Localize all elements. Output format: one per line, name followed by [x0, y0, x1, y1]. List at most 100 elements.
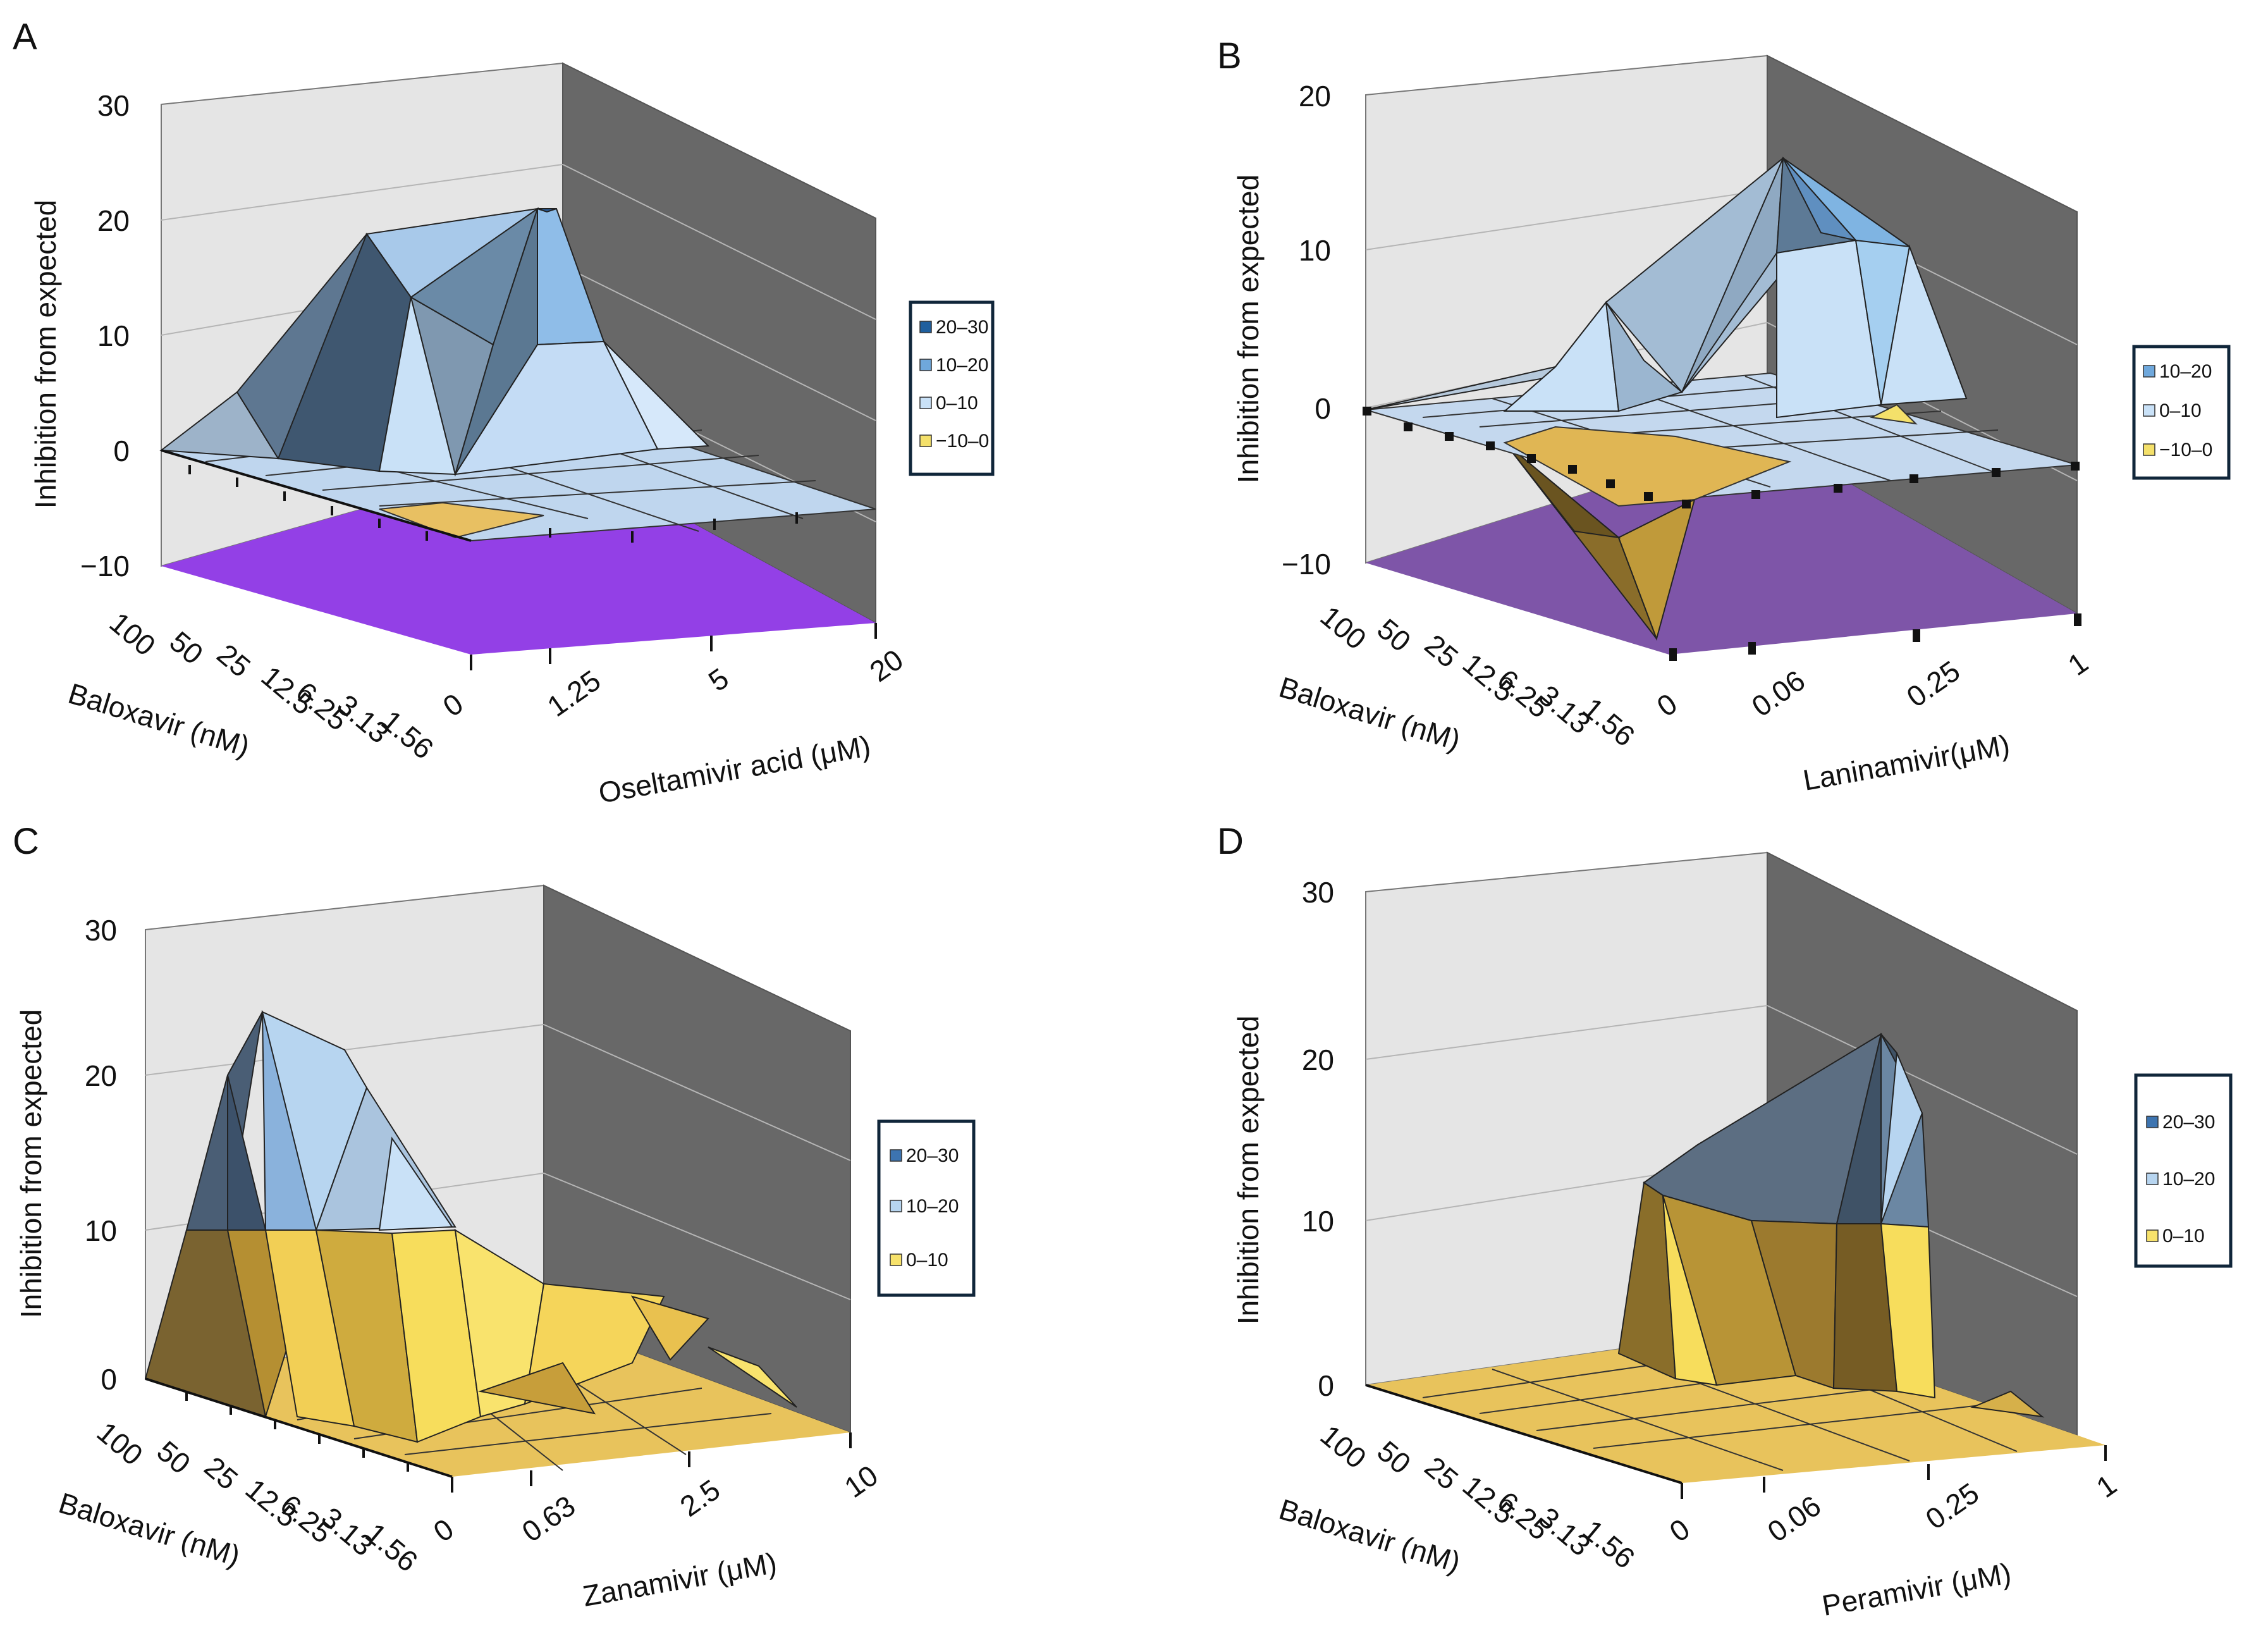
panel-b-legend-swatch: [2143, 404, 2155, 417]
panel-a-xtick: 1.56: [376, 704, 440, 765]
panel-a-legend-label: 20–30: [936, 317, 988, 338]
panel-d-xlabel: Baloxavir (nM): [1275, 1493, 1464, 1579]
panel-c-peaks: [144, 1009, 797, 1443]
panel-d-xtick: 100: [1315, 1419, 1373, 1475]
panel-b-xtick: 50: [1371, 612, 1418, 658]
panel-d-xtick: 50: [1371, 1434, 1418, 1481]
panel-a-ticks: [161, 449, 877, 670]
panel-a-legend-label: −10–0: [936, 431, 989, 452]
panel-d-ztick: 20: [1302, 1044, 1334, 1076]
panel-a-xtick: 100: [104, 606, 162, 662]
panel-b-xtick: 25: [1419, 628, 1465, 674]
panel-c-ytick: 0: [427, 1512, 460, 1548]
panel-label-a: A: [13, 16, 37, 58]
panel-b-legend: 10–20 0–10 −10–0: [2132, 345, 2231, 480]
panel-c-ztick: 0: [101, 1363, 117, 1396]
panel-d-ztick: 10: [1302, 1205, 1334, 1238]
panel-c-xlabel: Baloxavir (nM): [55, 1486, 244, 1572]
panel-c-ylabel: Zanamivir (μM): [580, 1546, 779, 1613]
panel-b-ticks: [1363, 407, 2081, 661]
panel-c-ztick: 20: [85, 1059, 117, 1092]
panel-b-legend-label: 0–10: [2159, 400, 2202, 421]
panel-a-xlabel: Baloxavir (nM): [64, 677, 254, 763]
panel-c-ytick: 0.63: [516, 1489, 581, 1548]
panel-a-xtick: 50: [164, 625, 210, 671]
panel-a-ytick: 20: [864, 643, 909, 688]
panel-d-xtick: 25: [1419, 1450, 1465, 1496]
panel-c-legend-swatch: [890, 1253, 902, 1266]
panel-d-zlabel: Inhibition from expected: [1232, 1016, 1265, 1324]
panel-a-peaks: [159, 207, 710, 477]
panel-c-ytick: 2.5: [674, 1473, 726, 1523]
panel-a-legend-swatch: [919, 434, 932, 447]
panel-a-legend-swatch: [919, 359, 932, 371]
panel-d-legend-swatch: [2146, 1173, 2159, 1185]
panel-label-c: C: [13, 821, 39, 862]
panel-b-ztick: 0: [1315, 392, 1331, 425]
panel-a-floor: [161, 452, 876, 655]
panel-d-ztick: 30: [1302, 876, 1334, 909]
panel-a-legend-label: 10–20: [936, 355, 988, 376]
panel-b-legend-label: 10–20: [2159, 361, 2212, 382]
panel-b-peaks: [1365, 156, 1968, 419]
panel-c-ztick: 10: [85, 1214, 117, 1247]
panel-b-legend-swatch: [2143, 365, 2155, 378]
panel-a-ytick: 1.25: [541, 663, 606, 723]
panel-d-ylabel: Peramivir (μM): [1820, 1556, 2014, 1622]
panel-b: B: [1217, 35, 2231, 797]
panel-d: D: [1217, 821, 2233, 1622]
panel-b-ztick: −10: [1282, 548, 1331, 581]
panel-c-legend-label: 20–30: [906, 1145, 959, 1166]
panel-d-legend-label: 20–30: [2162, 1112, 2215, 1133]
panel-a-ytick: 0: [437, 687, 469, 723]
panel-c-xtick: 50: [151, 1434, 197, 1481]
panel-c-legend-swatch: [890, 1200, 902, 1212]
panel-label-d: D: [1217, 821, 1244, 862]
panel-a-ztick: 30: [97, 89, 130, 122]
panel-b-zlabel: Inhibition from expected: [1232, 175, 1265, 483]
panel-b-ytick: 0.25: [1901, 654, 1966, 713]
panel-d-ytick: 1: [2090, 1468, 2123, 1504]
panel-c-xtick: 25: [199, 1450, 245, 1496]
panel-d-legend-swatch: [2146, 1116, 2159, 1128]
panel-b-ytick: 0.06: [1746, 663, 1811, 723]
panel-a-legend-swatch: [919, 397, 932, 409]
panel-d-ticks: [1365, 1384, 2107, 1499]
panel-label-b: B: [1217, 35, 1242, 77]
panel-a-legend: 20–30 10–20 0–10 −10–0: [909, 300, 995, 476]
panel-b-xlabel: Baloxavir (nM): [1275, 670, 1464, 756]
panel-d-legend-label: 10–20: [2162, 1169, 2215, 1190]
panel-b-xtick: 100: [1315, 600, 1373, 656]
panel-a: A: [13, 16, 995, 810]
panel-c-legend-label: 10–20: [906, 1196, 959, 1217]
panel-d-ztick: 0: [1318, 1369, 1334, 1402]
panel-a-legend-label: 0–10: [936, 393, 978, 414]
panel-b-negative-patch: [1503, 426, 1792, 507]
panel-d-legend-swatch: [2146, 1229, 2159, 1242]
panel-b-floor: [1366, 436, 2077, 655]
panel-b-negative-cone: [1504, 442, 1696, 641]
panel-b-legend-label: −10–0: [2159, 440, 2212, 460]
panel-b-ztick: 10: [1299, 234, 1331, 267]
panel-a-ztick: 0: [113, 434, 130, 467]
panel-c-zlabel: Inhibition from expected: [15, 1009, 47, 1318]
panel-a-ztick: −10: [80, 550, 130, 582]
panel-c-legend-swatch: [890, 1149, 902, 1162]
panel-b-negative-patch-small: [1869, 403, 1918, 425]
panel-c: C: [13, 821, 976, 1613]
panel-c-xtick: 100: [91, 1415, 149, 1472]
panel-d-peaks: [1617, 1032, 2045, 1418]
panel-c-ztick: 30: [85, 914, 117, 947]
panel-d-ytick: 0.06: [1762, 1489, 1827, 1548]
panel-b-xtick: 1.56: [1577, 691, 1641, 753]
panel-b-ytick: 0: [1651, 687, 1683, 723]
panel-b-ztick: 20: [1299, 80, 1331, 113]
panel-a-xtick: 25: [211, 637, 257, 684]
panel-c-ticks: [145, 1377, 852, 1493]
panel-d-ytick: 0: [1664, 1512, 1696, 1548]
panel-a-legend-swatch: [919, 321, 932, 333]
panel-a-ztick: 10: [97, 319, 130, 352]
panel-d-legend-label: 0–10: [2162, 1226, 2205, 1247]
panel-d-xtick: 1.56: [1577, 1513, 1641, 1575]
